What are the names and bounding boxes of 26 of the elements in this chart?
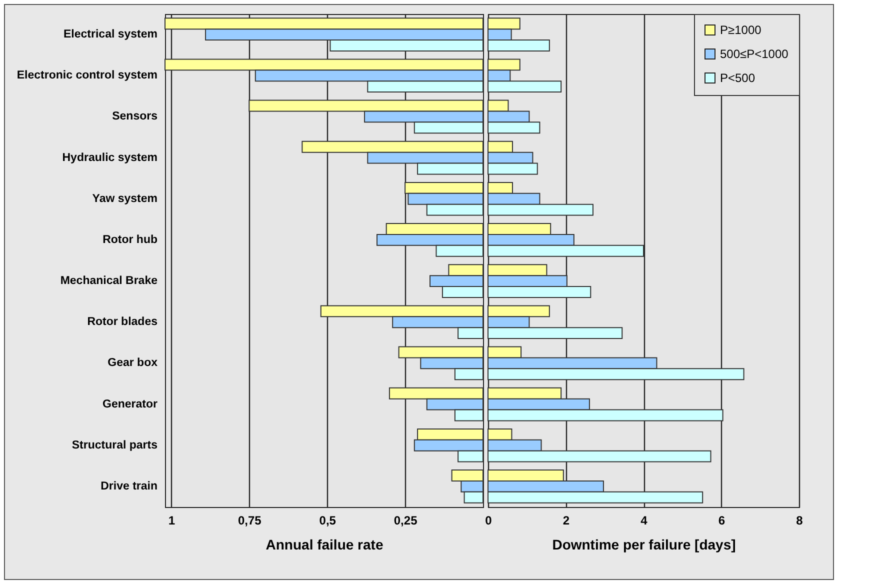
x-tick-label: 4: [640, 514, 648, 528]
legend-label: 500≤P<1000: [720, 47, 789, 61]
y-tick-label: Generator: [102, 398, 158, 410]
x-tick-label: 2: [562, 514, 570, 528]
legend-label: P≥1000: [720, 23, 762, 37]
x-tick-label: 8: [796, 514, 804, 528]
x-tick-label: 0,25: [394, 514, 418, 528]
x-tick-label: 0,5: [319, 514, 336, 528]
legend-label: P<500: [720, 71, 756, 85]
y-tick-label: Mechanical Brake: [60, 275, 158, 288]
y-tick-label: Electronic control system: [16, 70, 158, 82]
x-axis-title: Downtime per failure [days]: [552, 536, 736, 552]
y-tick-label: Drive train: [100, 480, 158, 492]
x-tick-label: 6: [718, 514, 726, 528]
y-tick-label: Electrical system: [64, 28, 158, 41]
y-tick-label: Hydraulic system: [62, 152, 158, 164]
y-tick-label: Rotor hub: [102, 234, 158, 246]
x-tick-label: 1: [168, 514, 176, 528]
x-tick-label: 0,75: [238, 514, 262, 528]
y-tick-label: Yaw system: [92, 192, 158, 205]
x-tick-label: 0: [485, 514, 492, 528]
x-axis-title: Annual failue rate: [266, 536, 384, 552]
y-tick-label: Gear box: [108, 357, 158, 370]
y-tick-label: Structural parts: [72, 439, 158, 452]
y-tick-label: Sensors: [112, 110, 158, 123]
y-tick-label: Rotor blades: [87, 316, 158, 328]
